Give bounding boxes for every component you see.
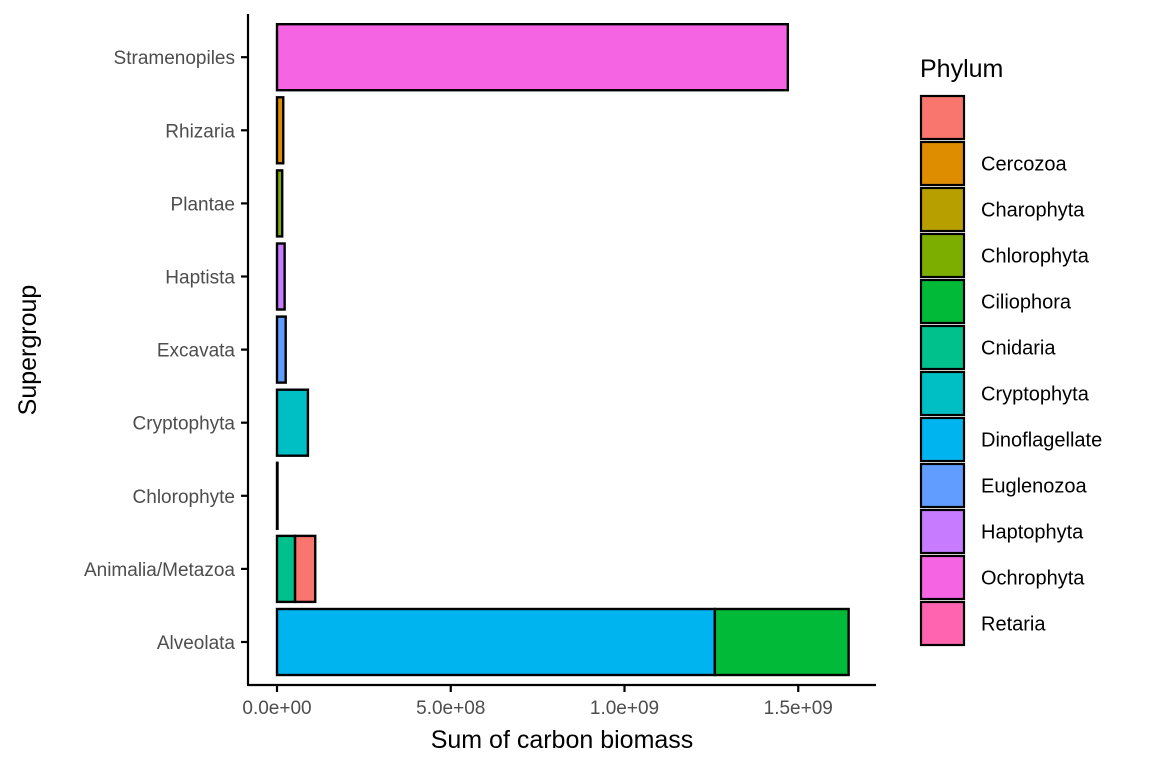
- bar-rhizaria-cercozoa: [275, 96, 285, 165]
- y-tick-label-chlorophyte: Chlorophyte: [133, 487, 235, 508]
- legend-key-ochrophyta: [919, 554, 966, 601]
- legend-key-cnidaria: [919, 324, 966, 371]
- legend-key-euglenozoa: [919, 462, 966, 509]
- bar-alveolata-ciliophora: [713, 607, 850, 677]
- bar-cryptophyta-cryptophyta: [275, 388, 310, 457]
- legend-label-euglenozoa: Euglenozoa: [981, 476, 1088, 498]
- plot-area: [275, 23, 850, 677]
- legend-label-chlorophyta: Chlorophyta: [981, 246, 1090, 268]
- legend-key-chlorophyta: [919, 232, 966, 279]
- y-tick-label-plantae: Plantae: [171, 194, 235, 215]
- legend-key-ciliophora: [919, 278, 966, 325]
- legend-key-retaria: [919, 600, 966, 647]
- bar-stramenopiles-ochrophyta: [275, 23, 790, 92]
- legend-label-haptophyta: Haptophyta: [981, 522, 1084, 544]
- legend-label-ochrophyta: Ochrophyta: [981, 568, 1085, 590]
- legend-label-cercozoa: Cercozoa: [981, 154, 1067, 176]
- y-tick-label-cryptophyta: Cryptophyta: [133, 414, 236, 435]
- legend: Phylum Cercozoa Charophyta Chlorophyta Cili…: [919, 55, 1102, 647]
- legend-key-charophyta: [919, 186, 966, 233]
- y-tick-label-haptista: Haptista: [165, 268, 235, 289]
- bar-alveolata-dinoflagellate: [275, 607, 717, 677]
- bar-excavata-euglenozoa: [275, 315, 287, 384]
- y-tick-label-alveolata: Alveolata: [157, 633, 236, 654]
- legend-key-dinoflagellate: [919, 416, 966, 463]
- y-tick-label-rhizaria: Rhizaria: [165, 121, 235, 142]
- legend-label-dinoflagellate: Dinoflagellate: [981, 430, 1102, 452]
- bar-haptista-haptophyta: [275, 242, 286, 311]
- legend-label-retaria: Retaria: [981, 614, 1046, 636]
- x-tick-label-2: 1.0e+09: [590, 698, 659, 719]
- x-axis-title: Sum of carbon biomass: [431, 726, 694, 754]
- bar-animalia-metazoa-cnidaria: [275, 534, 297, 604]
- y-tick-label-animalia-metazoa: Animalia/Metazoa: [84, 560, 235, 581]
- axes: Alveolata Animalia/Metazoa Chlorophyte Cryp…: [84, 14, 876, 719]
- y-tick-label-stramenopiles: Stramenopiles: [114, 48, 235, 69]
- x-tick-label-1: 5.0e+08: [416, 698, 485, 719]
- legend-label-cnidaria: Cnidaria: [981, 338, 1056, 360]
- legend-label-charophyta: Charophyta: [981, 200, 1085, 222]
- legend-key-cercozoa: [919, 140, 966, 187]
- legend-key-haptophyta: [919, 508, 966, 555]
- legend-label-cryptophyta: Cryptophyta: [981, 384, 1090, 406]
- x-tick-label-3: 1.5e+09: [764, 698, 833, 719]
- legend-label-ciliophora: Ciliophora: [981, 292, 1072, 314]
- legend-key-cryptophyta: [919, 370, 966, 417]
- legend-title: Phylum: [920, 55, 1003, 83]
- bar-animalia-metazoa-unnamed: [293, 534, 317, 604]
- y-tick-label-excavata: Excavata: [157, 341, 236, 362]
- bar-chlorophyte-chlorophyta: [275, 461, 279, 530]
- y-axis-title: Supergroup: [14, 285, 42, 416]
- x-tick-label-0: 0.0e+00: [242, 698, 311, 719]
- bar-plantae-chlorophyta: [275, 169, 284, 238]
- legend-key-unnamed: [919, 94, 966, 141]
